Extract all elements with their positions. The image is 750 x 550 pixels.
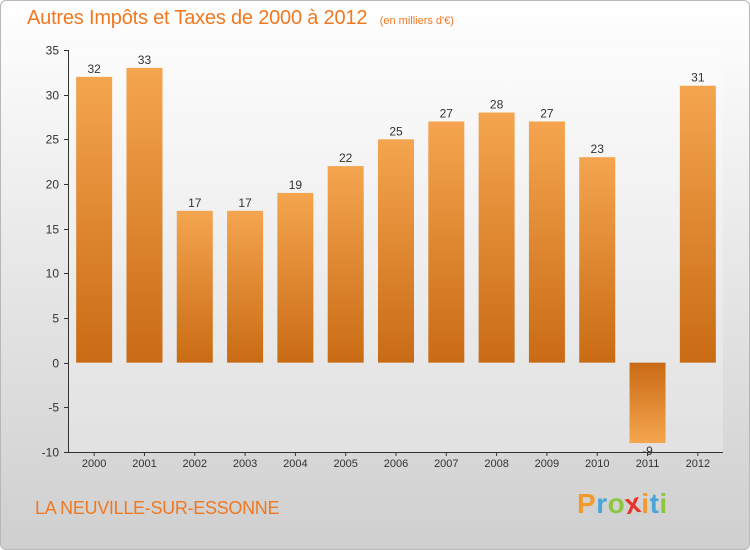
data-label-2012: 31	[691, 71, 705, 85]
y-tick-label: 30	[46, 89, 60, 103]
x-tick-label-2003: 2003	[233, 458, 257, 470]
y-tick-label: -5	[48, 401, 59, 415]
data-label-2004: 19	[289, 178, 303, 192]
y-tick-label: 15	[46, 223, 60, 237]
data-label-2009: 27	[540, 106, 554, 120]
logo-letter: r	[596, 488, 608, 519]
bar-2011	[629, 362, 666, 444]
chart-title: Autres Impôts et Taxes de 2000 à 2012	[27, 7, 368, 29]
logo-letter: t	[649, 488, 660, 519]
bar-2005	[327, 166, 364, 363]
bar-2000	[76, 76, 113, 363]
bar-2001	[126, 67, 163, 363]
proxiti-logo[interactable]: Proxiti	[577, 487, 668, 520]
y-tick-label: 20	[46, 178, 60, 192]
x-tick-label-2008: 2008	[484, 458, 508, 470]
data-label-2000: 32	[87, 62, 101, 76]
logo-letter: i	[641, 488, 650, 519]
bar-2007	[428, 121, 465, 363]
y-tick-label: 35	[46, 44, 60, 58]
bar-2010	[579, 157, 616, 363]
data-label-2005: 22	[339, 151, 353, 165]
x-tick-label-2000: 2000	[82, 458, 106, 470]
y-tick-label: -10	[42, 446, 60, 460]
x-tick-label-2004: 2004	[283, 458, 307, 470]
x-tick-label-2006: 2006	[384, 458, 408, 470]
y-tick-label: 10	[46, 267, 60, 281]
logo-letter: i	[659, 488, 668, 519]
bar-2009	[528, 121, 565, 363]
logo-letter: P	[577, 488, 597, 519]
data-label-2007: 27	[440, 106, 454, 120]
x-tick-label-2007: 2007	[434, 458, 458, 470]
bar-2006	[378, 139, 414, 363]
bar-2008	[478, 112, 515, 363]
y-tick-label: 5	[52, 312, 59, 326]
data-label-2003: 17	[238, 196, 252, 210]
data-label-2001: 33	[138, 53, 152, 67]
y-tick-label: 0	[52, 357, 59, 371]
x-tick-label-2012: 2012	[686, 458, 710, 470]
data-label-2002: 17	[188, 196, 202, 210]
data-label-2008: 28	[490, 98, 504, 112]
x-tick-label-2011: 2011	[636, 458, 660, 470]
data-label-2006: 25	[389, 124, 403, 138]
bar-2003	[227, 210, 264, 363]
data-label-2010: 23	[591, 142, 605, 156]
x-tick-label-2002: 2002	[183, 458, 207, 470]
data-label-2011: -9	[642, 444, 653, 458]
x-tick-label-2009: 2009	[535, 458, 559, 470]
bar-2002	[176, 210, 213, 363]
chart-title-row: Autres Impôts et Taxes de 2000 à 2012 (e…	[27, 7, 454, 30]
x-tick-label-2005: 2005	[333, 458, 357, 470]
bar-2012	[679, 85, 716, 363]
x-tick-label-2001: 2001	[132, 458, 156, 470]
chart-unit: (en milliers d'€)	[379, 15, 454, 27]
y-tick-label: 25	[46, 133, 60, 147]
bar-2004	[277, 192, 314, 363]
x-tick-label-2010: 2010	[585, 458, 609, 470]
logo-letter: o	[607, 488, 626, 519]
commune-name: LA NEUVILLE-SUR-ESSONNE	[35, 498, 280, 518]
